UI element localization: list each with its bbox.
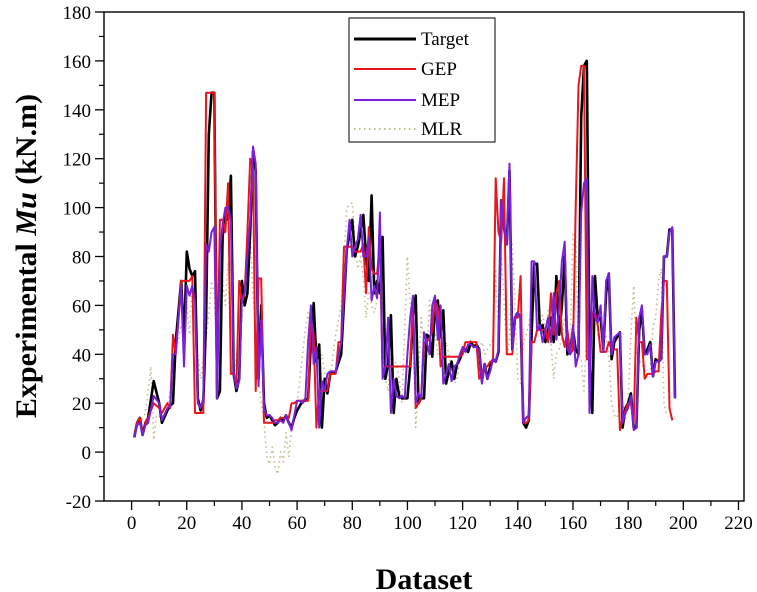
- y-tick-label-120: 120: [63, 150, 92, 171]
- y-tick-label--20: -20: [66, 492, 91, 513]
- legend-label-gep: GEP: [421, 59, 457, 80]
- x-tick-label-80: 80: [343, 513, 362, 534]
- legend-label-target: Target: [421, 29, 470, 50]
- y-tick-label-180: 180: [63, 3, 92, 24]
- y-tick-label-40: 40: [72, 345, 91, 366]
- y-axis-title-symbol: Mu: [10, 192, 43, 236]
- y-tick-label-0: 0: [82, 443, 92, 464]
- series-line-mep: [133, 145, 676, 438]
- x-tick-label-60: 60: [288, 513, 307, 534]
- y-axis-title: Experimental Mu (kN.m): [10, 94, 43, 418]
- y-axis-title-part: Experimental: [10, 236, 43, 418]
- series-line-gep: [133, 64, 674, 438]
- x-tick-label-120: 120: [448, 513, 477, 534]
- x-tick-label-20: 20: [177, 513, 196, 534]
- series-line-mlr: [133, 201, 668, 475]
- y-tick-label-100: 100: [63, 199, 92, 220]
- plot-area: [103, 11, 745, 502]
- x-tick-label-160: 160: [559, 513, 588, 534]
- y-tick-label-60: 60: [72, 296, 91, 317]
- x-tick-label-180: 180: [614, 513, 643, 534]
- legend: Target GEP MEP MLR: [348, 17, 496, 143]
- x-tick-label-0: 0: [127, 513, 137, 534]
- y-tick-label-20: 20: [72, 394, 91, 415]
- y-tick-label-80: 80: [72, 248, 91, 269]
- legend-label-mep: MEP: [421, 90, 460, 111]
- x-axis-title: Dataset: [376, 563, 473, 592]
- y-tick-label-160: 160: [63, 52, 92, 73]
- x-tick-label-220: 220: [724, 513, 753, 534]
- x-tick-label-100: 100: [393, 513, 422, 534]
- x-tick-label-140: 140: [504, 513, 533, 534]
- x-tick-label-40: 40: [232, 513, 251, 534]
- x-tick-label-200: 200: [669, 513, 698, 534]
- y-tick-label-140: 140: [63, 101, 92, 122]
- x-axis: 0 20 40 60 80 100 120 140 160 180 200 220: [127, 501, 753, 534]
- series-layer: [133, 59, 677, 475]
- legend-label-mlr: MLR: [421, 119, 463, 140]
- y-axis: -20 0 20 40 60 80 100 120 140 160 180: [63, 3, 104, 513]
- y-axis-title-unit: (kN.m): [10, 94, 43, 192]
